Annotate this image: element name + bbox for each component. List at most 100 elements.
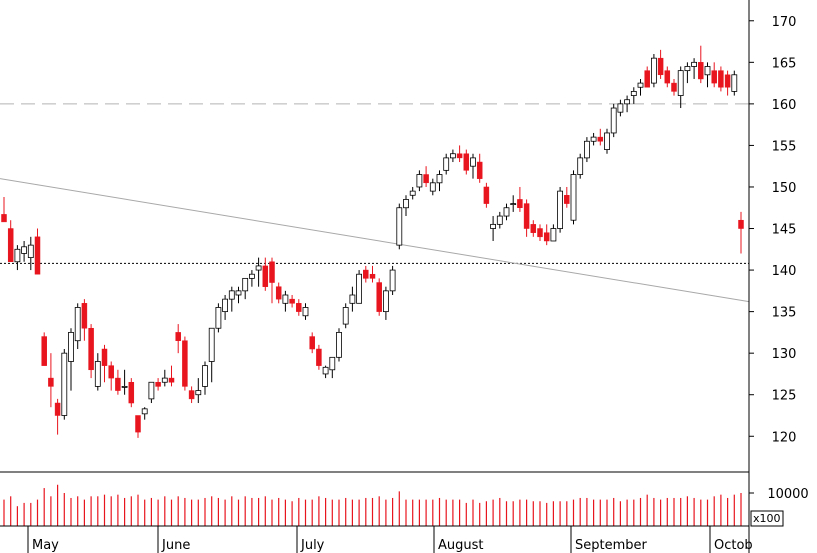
- price-tick-label-120: 120: [772, 430, 797, 445]
- candle-48: [322, 365, 329, 379]
- price-tick-label-140: 140: [772, 264, 797, 279]
- candle-14: [94, 353, 101, 391]
- candle-80: [537, 224, 543, 241]
- candle-82: [550, 224, 557, 242]
- month-label-4: September: [575, 538, 648, 553]
- candle-52: [349, 286, 356, 312]
- candle-89: [597, 128, 604, 146]
- candle-78: [523, 199, 530, 237]
- candle-96: [644, 66, 650, 88]
- candle-body: [530, 224, 537, 233]
- candle-body: [222, 298, 229, 313]
- candle-100: [671, 78, 677, 96]
- candle-body: [476, 161, 483, 179]
- candle-body: [396, 207, 403, 246]
- candle-body: [718, 70, 724, 88]
- candle-body: [584, 140, 590, 159]
- candle-body: [564, 195, 570, 204]
- candle-67: [449, 149, 456, 163]
- candle-body: [503, 207, 510, 217]
- candle-74: [496, 211, 503, 229]
- candle-body: [34, 236, 41, 275]
- candle-body: [356, 273, 363, 304]
- reference-lines: [0, 103, 750, 303]
- candle-50: [336, 328, 342, 362]
- candle-body: [389, 269, 396, 292]
- candle-5: [34, 228, 41, 275]
- candle-body: [48, 377, 54, 387]
- candle-body: [376, 282, 382, 312]
- candle-body: [570, 174, 577, 221]
- candle-86: [577, 153, 584, 179]
- candle-70: [470, 153, 476, 179]
- candle-body: [664, 70, 671, 84]
- candle-body: [711, 70, 717, 84]
- candle-16: [108, 361, 114, 391]
- candle-46: [309, 332, 315, 354]
- candle-body: [363, 269, 369, 279]
- candle-body: [41, 336, 47, 366]
- candle-body: [302, 307, 309, 317]
- month-label-2: July: [300, 538, 325, 553]
- candle-body: [644, 70, 650, 88]
- candle-body: [409, 190, 416, 196]
- candle-24: [161, 369, 168, 387]
- candle-body: [128, 382, 135, 404]
- candle-body: [443, 157, 450, 171]
- candle-body: [342, 307, 349, 325]
- candle-body: [429, 182, 436, 192]
- candle-41: [275, 282, 282, 304]
- candle-53: [356, 270, 363, 304]
- candle-body: [215, 307, 222, 329]
- candle-body: [135, 415, 141, 433]
- candle-22: [148, 381, 155, 404]
- candle-body: [54, 402, 61, 416]
- candle-11: [74, 303, 81, 350]
- candle-71: [476, 153, 483, 183]
- candle-83: [557, 186, 563, 233]
- candle-21: [141, 407, 148, 420]
- candle-76: [510, 195, 517, 212]
- candle-body: [724, 74, 731, 88]
- candle-body: [316, 348, 322, 366]
- candle-body: [677, 70, 684, 96]
- candle-60: [403, 195, 409, 217]
- candle-body: [691, 61, 697, 67]
- candle-body: [309, 336, 315, 350]
- candle-body: [81, 303, 88, 329]
- candle-104: [698, 45, 704, 84]
- candle-54: [363, 265, 369, 283]
- candle-body: [21, 246, 28, 254]
- price-tick-label-150: 150: [772, 181, 797, 196]
- candle-body: [282, 294, 289, 304]
- candle-47: [316, 344, 322, 370]
- volume-axis: x100 10000: [749, 487, 809, 527]
- candle-38: [255, 257, 262, 287]
- month-label-0: May: [32, 538, 59, 553]
- candle-1: [7, 220, 14, 263]
- candle-body: [248, 273, 255, 279]
- candle-37: [248, 270, 255, 287]
- candle-body: [449, 153, 456, 159]
- candle-73: [490, 216, 497, 241]
- candle-body: [208, 327, 215, 362]
- candle-body: [698, 62, 704, 80]
- candle-body: [604, 132, 610, 150]
- candle-body: [483, 186, 490, 204]
- candle-13: [88, 324, 94, 379]
- candle-94: [630, 87, 637, 104]
- candle-0: [1, 196, 7, 223]
- candle-body: [188, 390, 195, 400]
- candle-102: [684, 62, 691, 84]
- candle-body: [275, 286, 282, 300]
- candle-body: [416, 174, 423, 188]
- candle-body: [630, 91, 637, 96]
- candle-body: [423, 174, 429, 184]
- candle-body: [329, 356, 336, 371]
- candle-body: [496, 215, 503, 225]
- candle-68: [456, 145, 463, 163]
- candle-85: [570, 170, 577, 225]
- candle-69: [463, 149, 470, 175]
- candle-body: [651, 57, 657, 84]
- candle-body: [155, 382, 161, 387]
